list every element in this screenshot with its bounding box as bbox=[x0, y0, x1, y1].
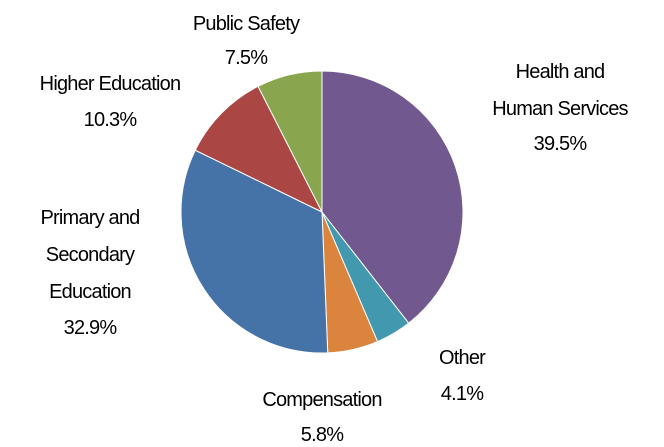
pie-slice bbox=[194, 85, 324, 214]
pie-slice bbox=[257, 70, 323, 213]
slice-label: Other bbox=[438, 347, 486, 369]
value-label: 32.9% bbox=[63, 317, 118, 339]
value-label: 10.3% bbox=[83, 109, 138, 131]
slice-label: Higher Education bbox=[39, 73, 181, 95]
slice-label: Public Safety bbox=[192, 13, 300, 35]
slice-label: Health and Human Services bbox=[492, 61, 628, 120]
value-label: 39.5% bbox=[533, 133, 588, 155]
slice-label: Compensation bbox=[262, 389, 382, 411]
value-label: 5.8% bbox=[300, 424, 344, 446]
slice-label: Primary and Secondary Education bbox=[40, 207, 140, 303]
value-label: 4.1% bbox=[440, 383, 484, 405]
pie-slice bbox=[321, 70, 464, 324]
value-label: 7.5% bbox=[224, 47, 268, 69]
pie-slice bbox=[180, 149, 329, 354]
